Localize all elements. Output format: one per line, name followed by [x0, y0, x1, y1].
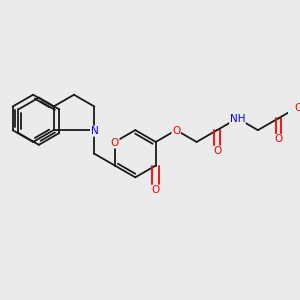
Text: O: O: [213, 146, 221, 156]
Text: N: N: [91, 126, 98, 136]
Text: O: O: [172, 126, 180, 136]
Text: NH: NH: [230, 114, 245, 124]
Text: O: O: [274, 134, 283, 144]
Text: O: O: [295, 103, 300, 112]
Text: O: O: [152, 185, 160, 195]
Text: O: O: [111, 138, 119, 148]
